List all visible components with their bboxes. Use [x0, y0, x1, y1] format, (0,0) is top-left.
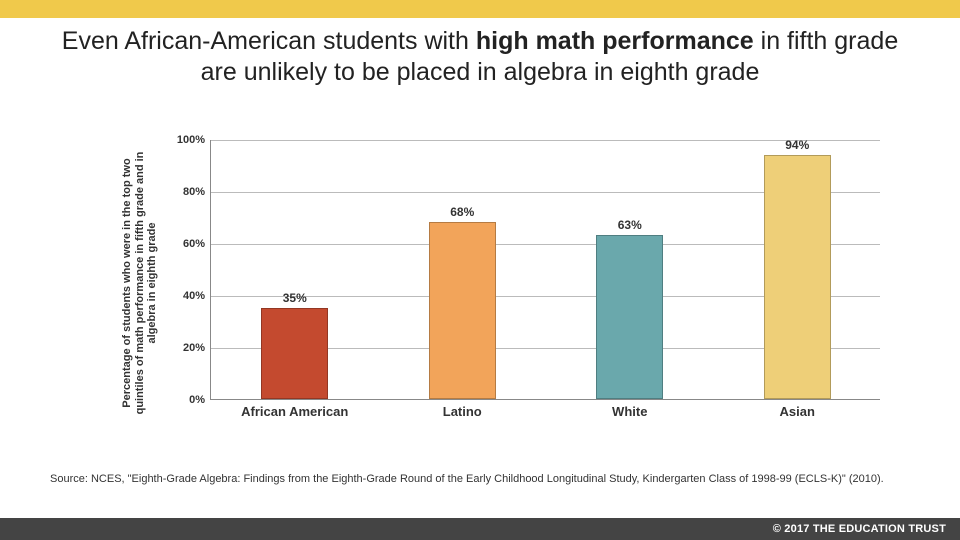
y-tick-label: 100% [163, 134, 205, 146]
bar [429, 222, 496, 399]
bar-value-label: 63% [596, 218, 663, 232]
x-tick-label: White [546, 404, 714, 419]
plot-area: 0%20%40%60%80%100%35%African American68%… [210, 140, 880, 400]
bar-value-label: 68% [429, 205, 496, 219]
bar-value-label: 94% [764, 138, 831, 152]
y-tick-label: 0% [163, 394, 205, 406]
y-tick-label: 80% [163, 186, 205, 198]
x-tick-label: African American [211, 404, 379, 419]
slide-title: Even African-American students with high… [60, 26, 900, 89]
bar [596, 235, 663, 399]
y-tick-label: 20% [163, 342, 205, 354]
x-tick-label: Asian [714, 404, 882, 419]
y-tick-label: 60% [163, 238, 205, 250]
bar [764, 155, 831, 399]
source-citation: Source: NCES, "Eighth-Grade Algebra: Fin… [50, 473, 910, 487]
bar-chart: 0%20%40%60%80%100%35%African American68%… [160, 140, 880, 430]
y-tick-label: 40% [163, 290, 205, 302]
top-accent-bar [0, 0, 960, 18]
bar [261, 308, 328, 399]
bar-value-label: 35% [261, 291, 328, 305]
x-tick-label: Latino [379, 404, 547, 419]
slide-title-wrap: Even African-American students with high… [0, 18, 960, 91]
copyright-text: © 2017 THE EDUCATION TRUST [773, 523, 946, 535]
footer-bar: © 2017 THE EDUCATION TRUST [0, 518, 960, 540]
footer-dark: © 2017 THE EDUCATION TRUST [0, 518, 960, 540]
title-strong: high math performance [476, 27, 754, 55]
title-pre: Even African-American students with [62, 27, 476, 55]
